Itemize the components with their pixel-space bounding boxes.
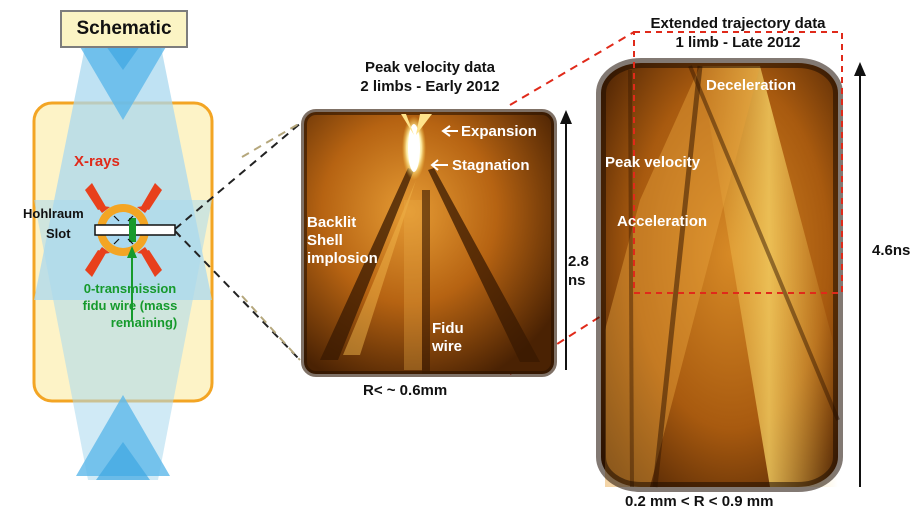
backlit-line1: Backlit (307, 214, 357, 231)
zoom-line-lower-dark (174, 230, 301, 361)
peak-panel-title-line1: Peak velocity data (364, 59, 496, 76)
slot-label: Slot (46, 226, 71, 241)
peak-velocity-label: Peak velocity (605, 154, 701, 171)
stagnation-label: Stagnation (452, 157, 530, 174)
zoom-line-lower-red (509, 294, 635, 375)
xray-arrows (85, 183, 162, 277)
peak-panel-title: Peak velocity data 2 limbs - Early 2012 (330, 58, 530, 96)
zoom-line-upper-red (509, 31, 635, 106)
peak-radius-label: R< ~ 0.6mm (363, 382, 448, 399)
annotation-arrows (430, 125, 458, 171)
backlit-line3: implosion (307, 250, 378, 267)
time-arrow-2-8ns (560, 110, 572, 370)
time-arrow-4-6ns (854, 62, 866, 487)
deceleration-label: Deceleration (706, 77, 797, 94)
schematic-title: Schematic (76, 18, 172, 39)
peak-velocity-image (301, 109, 557, 377)
zoom-region-box (633, 31, 843, 294)
extended-panel-title-line1: Extended trajectory data (650, 15, 826, 32)
schematic-title-box: Schematic (60, 10, 188, 48)
fidu-wire-label-line2: fidu wire (mass (82, 298, 178, 313)
laser-beam-top (76, 40, 170, 120)
zoom-line-upper-tan (241, 121, 303, 158)
fidu-wire (129, 218, 136, 242)
schematic-diagram (32, 32, 214, 480)
fidu-line1: Fidu (432, 320, 464, 337)
fidu-wire-arrowhead (127, 246, 137, 258)
peak-panel-title-line2: 2 limbs - Early 2012 (360, 78, 500, 95)
time-unit-ns: ns (568, 272, 586, 289)
expansion-label: Expansion (461, 123, 537, 140)
fidu-wire-panel-label: Fidu wire (432, 320, 464, 356)
xrays-label: X-rays (74, 153, 120, 170)
fidu-wire-label: 0-transmission fidu wire (mass remaining… (69, 280, 191, 331)
fidu-wire-label-line3: remaining) (110, 315, 178, 330)
backlit-line2: Shell (307, 232, 343, 249)
time-label-2-8: 2.8 ns (568, 252, 589, 290)
zoom-line-lower-tan (241, 295, 301, 361)
time-value-2-8: 2.8 (568, 253, 589, 270)
hohlraum-label: Hohlraum (23, 206, 84, 221)
fidu-wire-label-line1: 0-transmission (83, 281, 177, 296)
fidu-line2: wire (432, 338, 463, 355)
extended-radius-label: 0.2 mm < R < 0.9 mm (625, 493, 774, 510)
laser-beam-bottom (76, 395, 170, 476)
implosion-arrows (113, 215, 134, 245)
backlit-shell-label: Backlit Shell implosion (307, 214, 378, 268)
extended-trajectory-image (596, 58, 843, 492)
laser-entrance-bottom (96, 442, 150, 480)
extended-panel-title-line2: 1 limb - Late 2012 (675, 34, 801, 51)
extended-panel-title: Extended trajectory data 1 limb - Late 2… (618, 14, 858, 52)
laser-cone-bottom (34, 200, 212, 480)
zoom-lines (174, 31, 635, 375)
acceleration-label: Acceleration (617, 213, 708, 230)
time-label-4-6: 4.6ns (872, 242, 911, 259)
